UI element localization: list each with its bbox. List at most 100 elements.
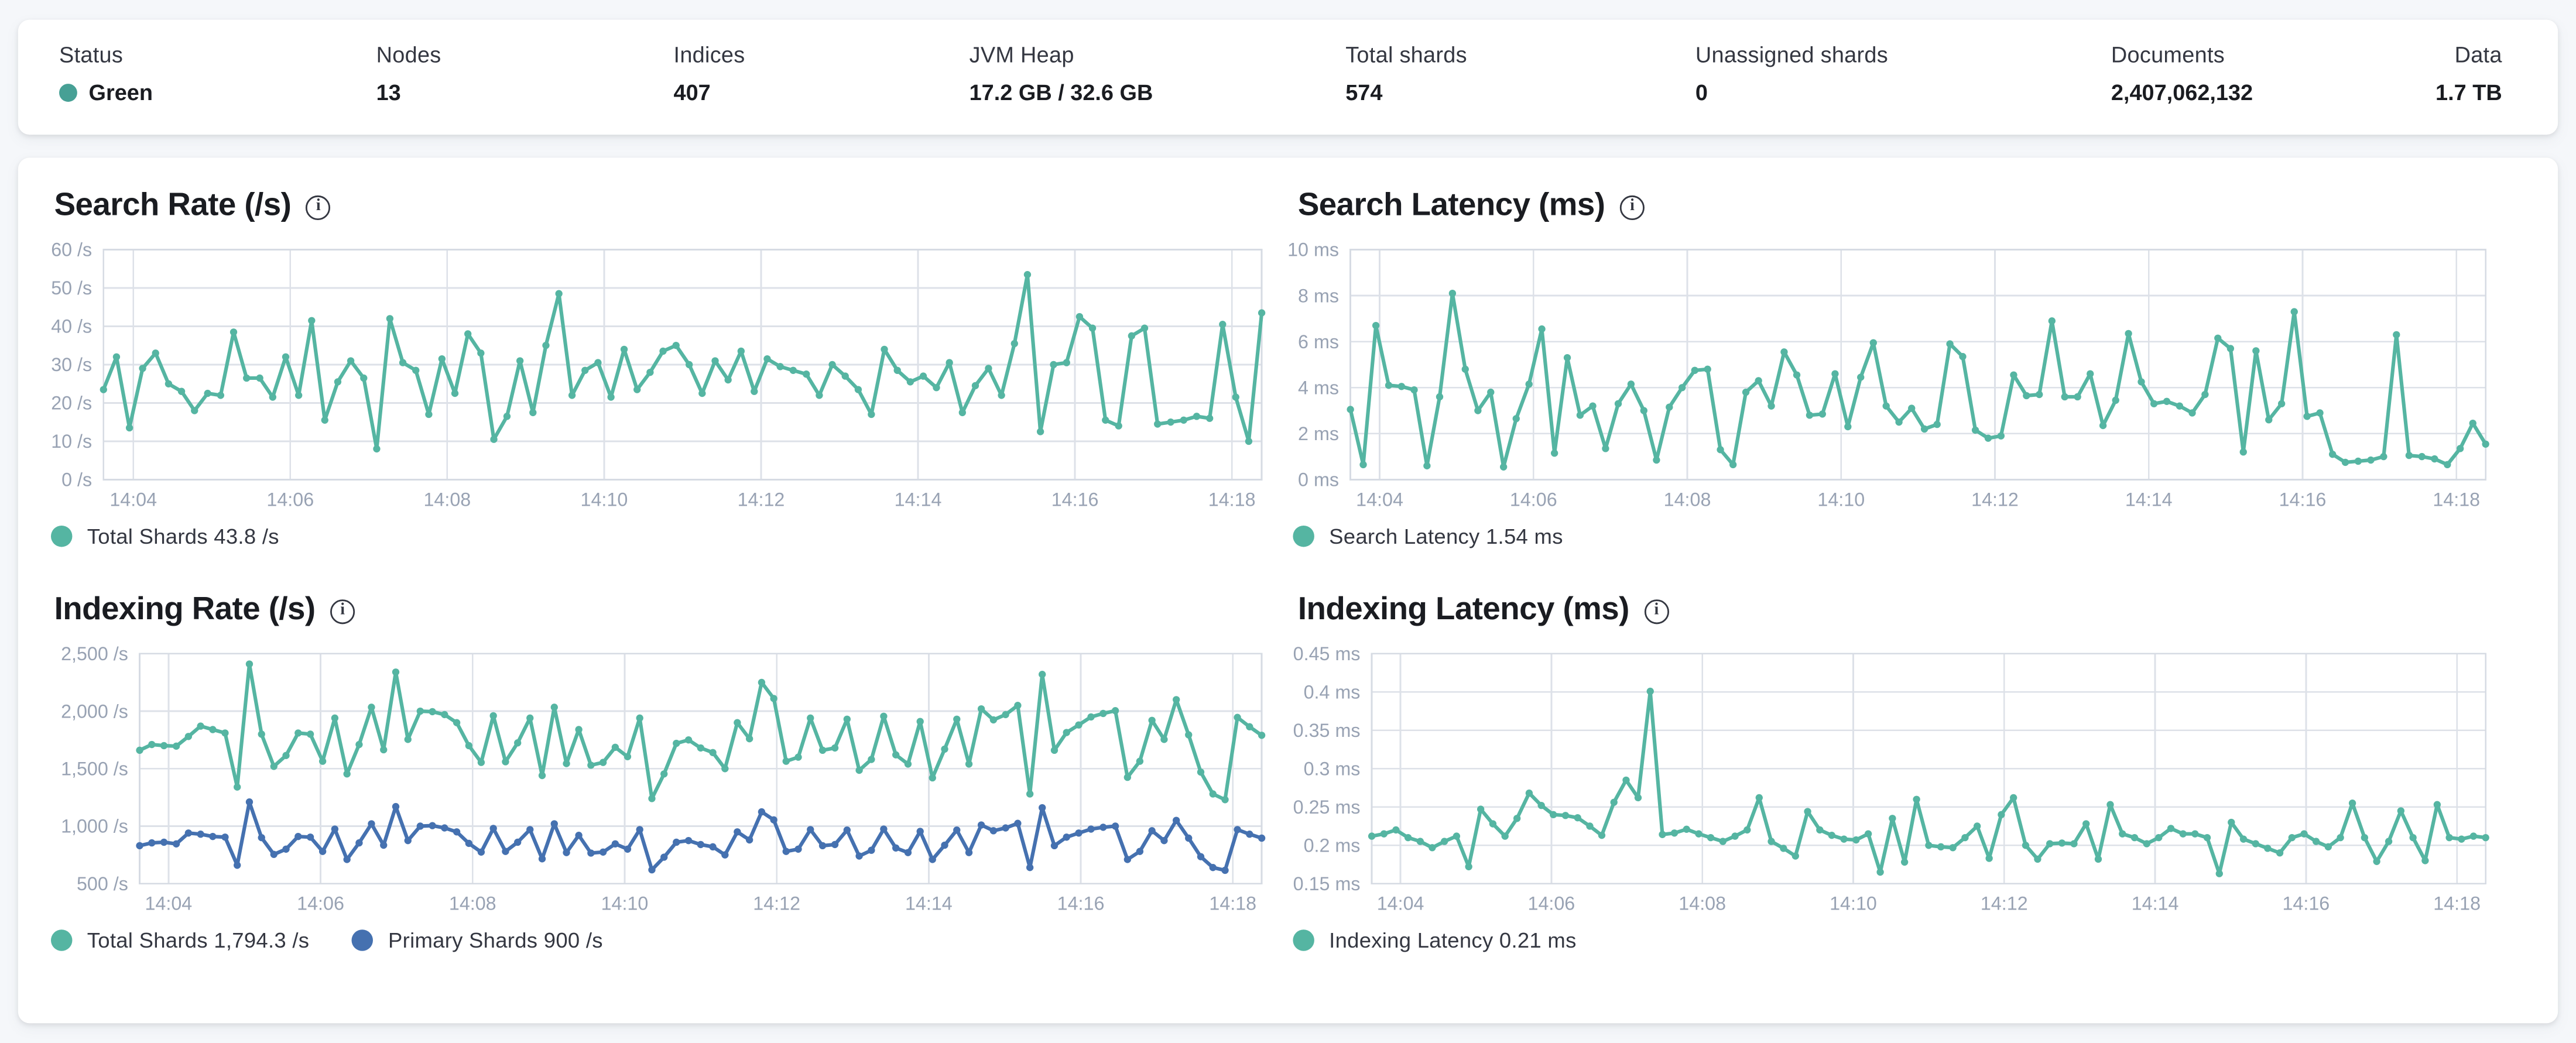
data-point-marker [1961,833,1969,842]
info-icon[interactable]: i [1619,194,1645,219]
data-point-marker [1014,702,1022,709]
metric-documents-label: Documents [2111,42,2225,68]
metric-status: Status Green [59,41,376,107]
data-point-marker [1380,830,1388,838]
data-point-marker [660,853,668,861]
data-point-marker [1063,729,1070,736]
data-point-marker [1791,852,1799,860]
data-point-marker [633,386,641,393]
y-axis-tick-label: 1,500 /s [61,758,128,779]
data-point-marker [1666,403,1673,411]
data-point-marker [985,365,992,372]
data-point-marker [1140,324,1149,332]
data-point-marker [989,827,998,835]
data-point-marker [1436,393,1444,401]
info-icon[interactable]: i [330,598,355,623]
data-point-marker [1857,373,1865,381]
data-point-marker [1010,339,1018,348]
data-point-marker [380,746,388,754]
data-point-marker [1719,838,1727,845]
data-point-marker [2150,400,2158,407]
data-point-marker [538,771,546,780]
data-point-marker [464,330,472,338]
line-plot: 500 /s 1,000 /s 1,500 /s 2,000 /s 2,500 /s 14… [61,643,1266,914]
data-point-marker [221,729,229,737]
data-point-marker [1234,826,1241,833]
data-point-marker [2058,839,2066,847]
data-point-marker [441,711,448,719]
data-point-marker [404,836,412,845]
data-point-marker [136,842,143,850]
data-point-marker [807,714,814,722]
data-point-marker [1876,868,1884,876]
data-point-marker [611,840,619,848]
data-point-marker [197,722,204,730]
metric-data: Data 1.7 TB [2374,41,2502,107]
data-point-marker [282,845,290,853]
data-point-marker [929,774,936,782]
data-point-marker [2380,452,2387,461]
data-point-marker [971,382,979,390]
info-icon[interactable]: i [306,194,331,219]
data-point-marker [2023,392,2030,400]
data-point-marker [1050,842,1059,850]
line-plot: 0 /s 10 /s 20 /s 30 /s 40 /s 50 /s 60 /s 14:04 1… [51,239,1266,510]
data-point-marker [1050,746,1059,754]
data-point-marker [1925,842,1933,849]
data-point-marker [721,851,729,859]
data-point-marker [563,849,570,856]
data-point-marker [575,832,583,839]
x-axis-tick-label: 14:12 [738,489,785,510]
data-point-marker [941,745,948,753]
data-point-marker [2324,843,2332,851]
data-point-marker [380,841,388,849]
data-point-marker [1234,713,1241,721]
data-point-marker [2010,794,2017,802]
data-point-marker [429,708,436,716]
data-point-marker [1755,794,1763,802]
data-point-marker [542,341,550,349]
data-point-marker [1099,709,1107,718]
data-point-marker [2444,461,2451,469]
data-point-marker [916,718,924,725]
data-point-marker [807,826,814,833]
data-point-marker [611,743,619,751]
data-point-marker [2179,830,2187,838]
data-point-marker [282,752,290,759]
data-point-marker [1844,423,1852,431]
data-point-marker [1971,426,1979,434]
data-point-marker [489,825,497,832]
data-point-marker [1828,832,1835,839]
data-point-marker [880,825,888,833]
data-point-marker [2228,818,2235,826]
legend-item: Indexing Latency 0.21 ms [1293,927,1576,952]
data-point-marker [880,712,888,720]
metric-data-label: Data [2454,42,2502,68]
data-point-marker [2341,458,2349,466]
x-axis-tick-label: 14:16 [1057,893,1105,914]
data-point-marker [270,763,278,770]
info-icon[interactable]: i [1644,598,1669,623]
data-point-marker [794,845,802,853]
x-axis-tick-label: 14:14 [905,893,953,914]
data-point-marker [112,353,121,361]
data-point-marker [2316,409,2324,417]
data-point-marker [685,361,693,369]
data-point-marker [1780,845,1787,852]
data-point-marker [2300,830,2308,838]
x-axis-tick-label: 14:12 [1981,893,2028,914]
x-axis-tick-label: 14:18 [2433,489,2480,510]
data-point-marker [1574,814,1581,822]
data-point-marker [343,770,351,778]
data-point-marker [1512,415,1520,423]
data-point-marker [1586,822,1594,830]
legend-dot-icon [1293,928,1314,951]
x-axis-tick-label: 14:12 [753,893,800,914]
metric-nodes-value: 13 [376,80,401,105]
data-point-marker [575,726,583,733]
data-point-marker [1704,365,1711,373]
data-point-marker [941,841,948,849]
data-point-marker [1221,796,1229,804]
data-point-marker [256,374,263,382]
data-point-marker [624,753,632,760]
